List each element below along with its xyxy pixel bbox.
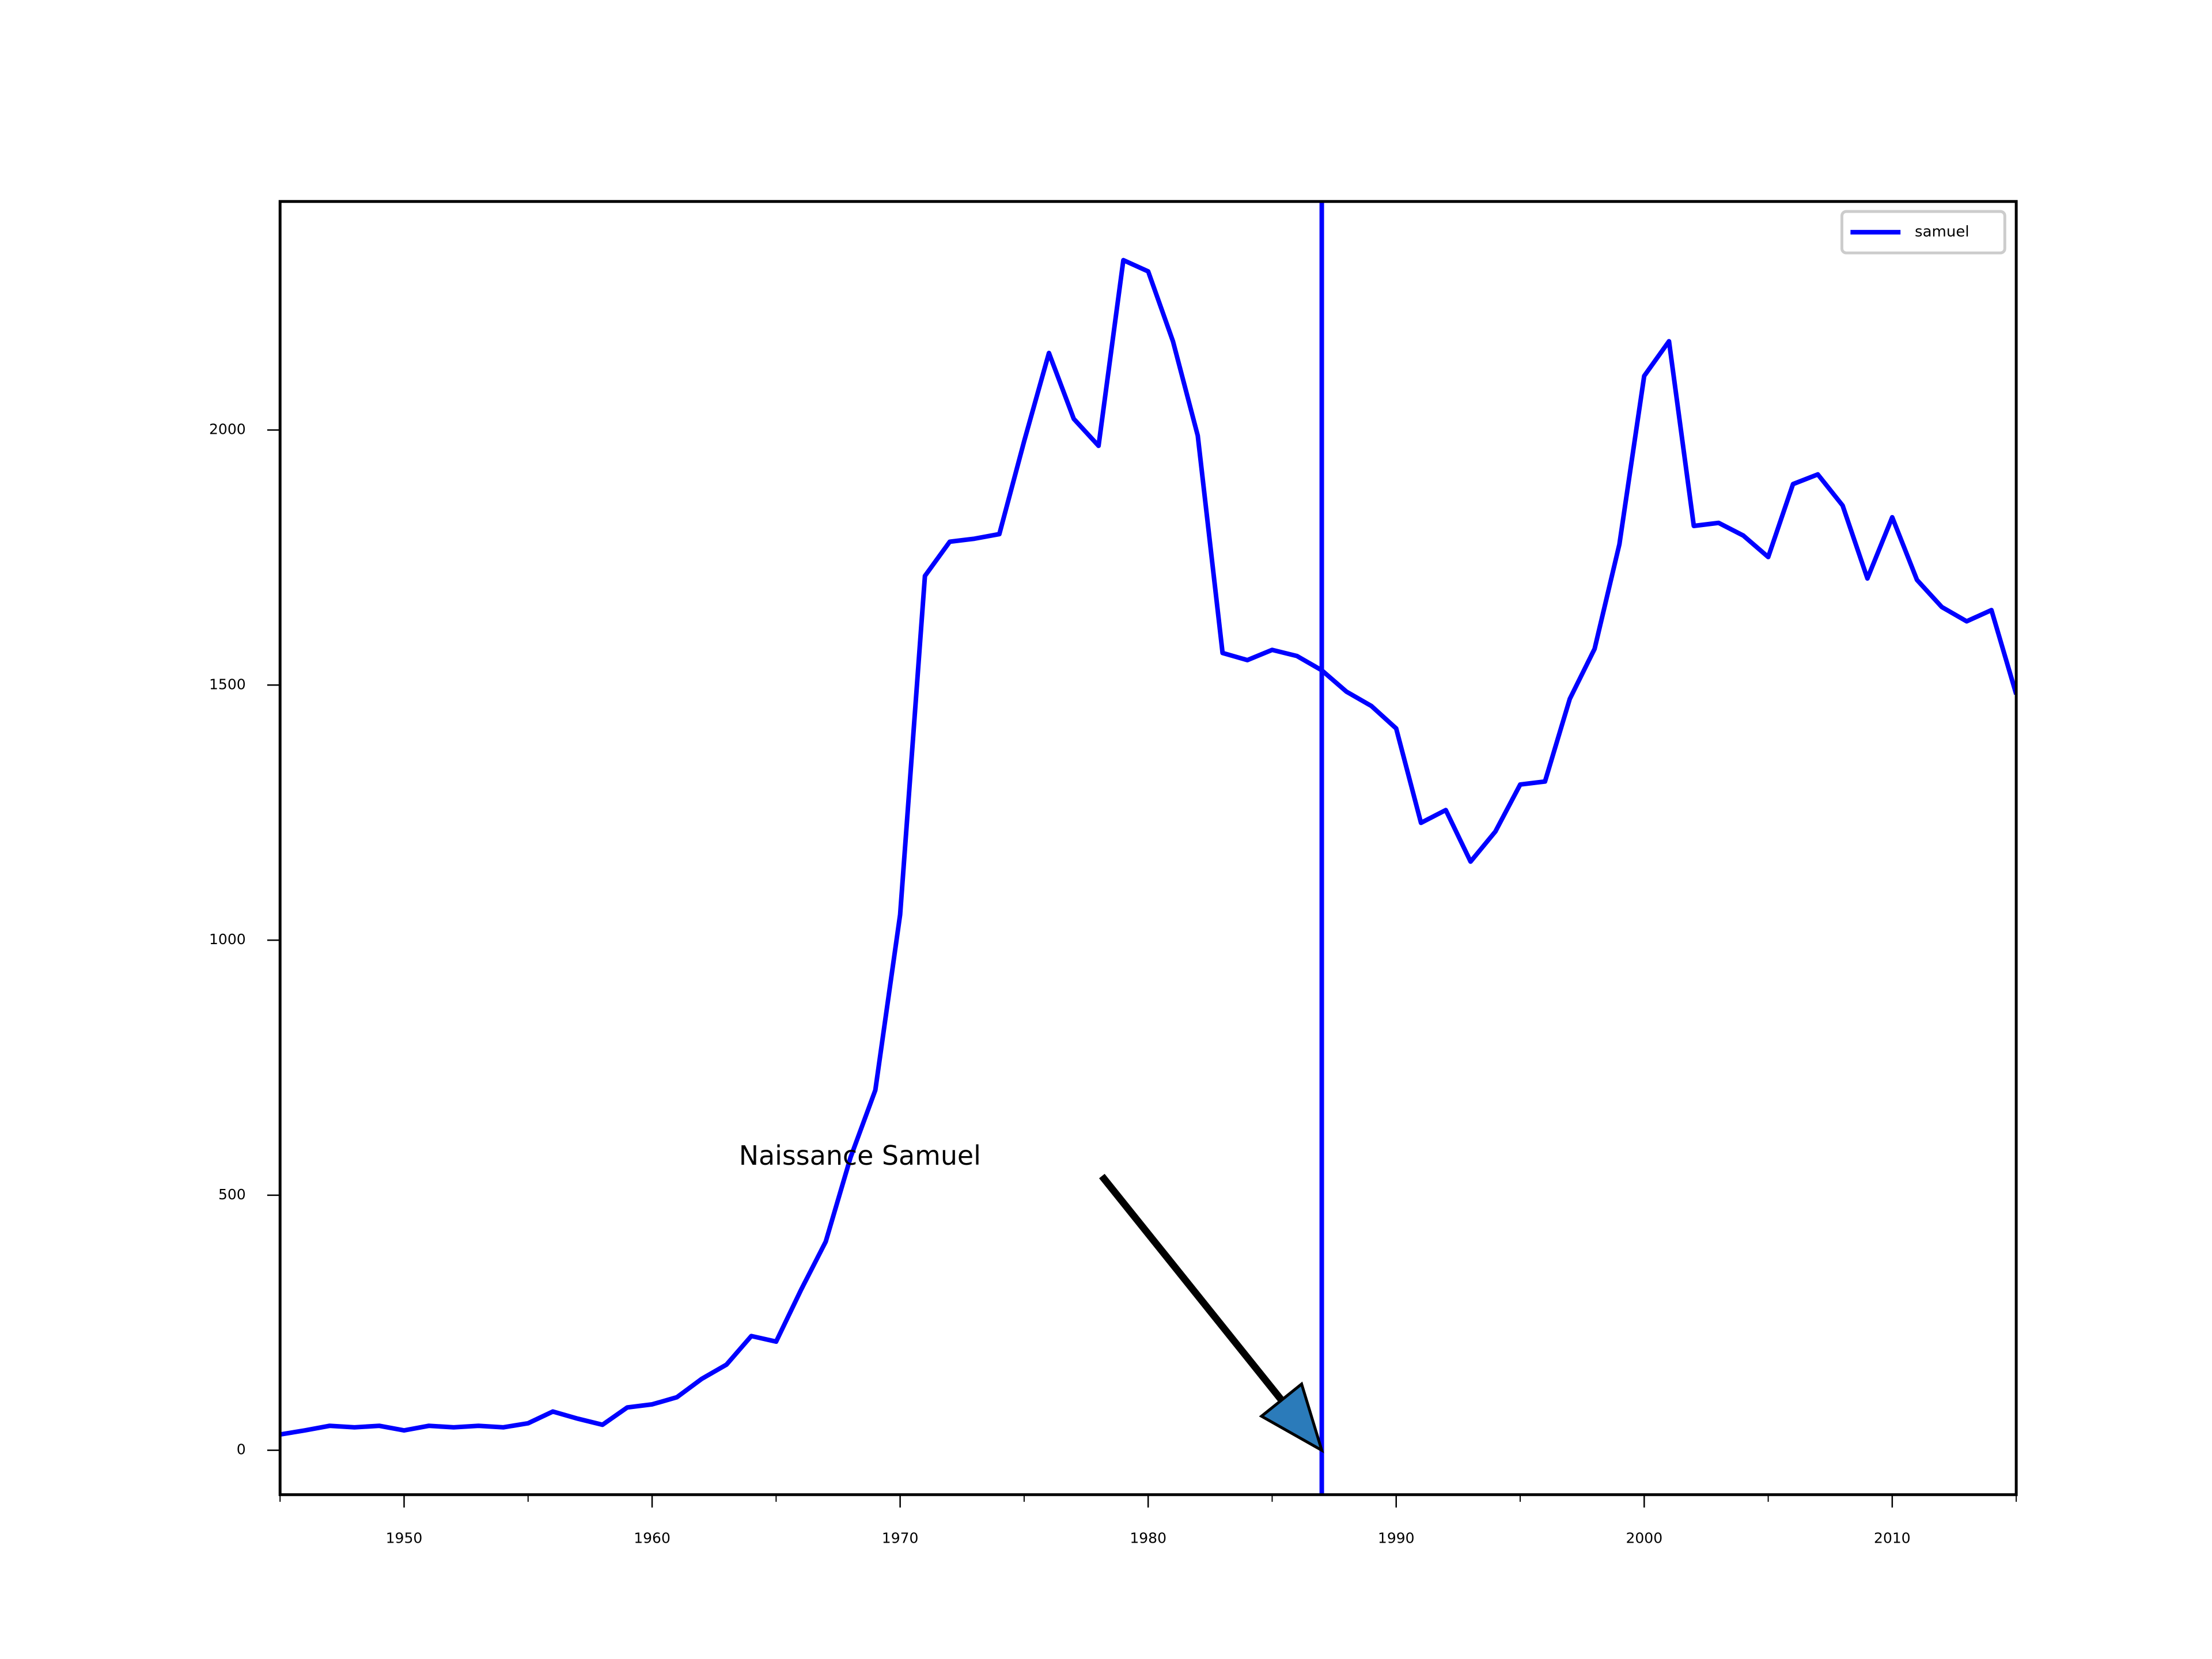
x-tick-label: 1980: [1130, 1530, 1166, 1547]
x-tick-label: 2010: [1874, 1530, 1911, 1547]
x-tick-label: 1960: [634, 1530, 671, 1547]
y-tick-label: 0: [237, 1441, 246, 1458]
x-tick-label: 1970: [882, 1530, 919, 1547]
legend-box: [1840, 210, 2006, 255]
data-line: [280, 257, 2017, 1437]
x-tick-label: 2000: [1626, 1530, 1662, 1547]
y-tick-label: 500: [218, 1186, 246, 1203]
annotation-arrow-head: [1259, 1381, 1324, 1453]
annotation-text: Naissance Samuel: [739, 1140, 981, 1171]
y-tick-label: 1500: [209, 676, 246, 692]
y-tick-label: 1000: [209, 931, 246, 948]
x-tick-label: 1950: [386, 1530, 423, 1547]
plot-frame: [278, 200, 2018, 1497]
annotation-arrow-shaft: [1099, 1173, 1288, 1407]
legend-label: samuel: [1915, 224, 1969, 241]
y-tick-label: 2000: [209, 421, 246, 438]
x-tick-label: 1990: [1378, 1530, 1415, 1547]
